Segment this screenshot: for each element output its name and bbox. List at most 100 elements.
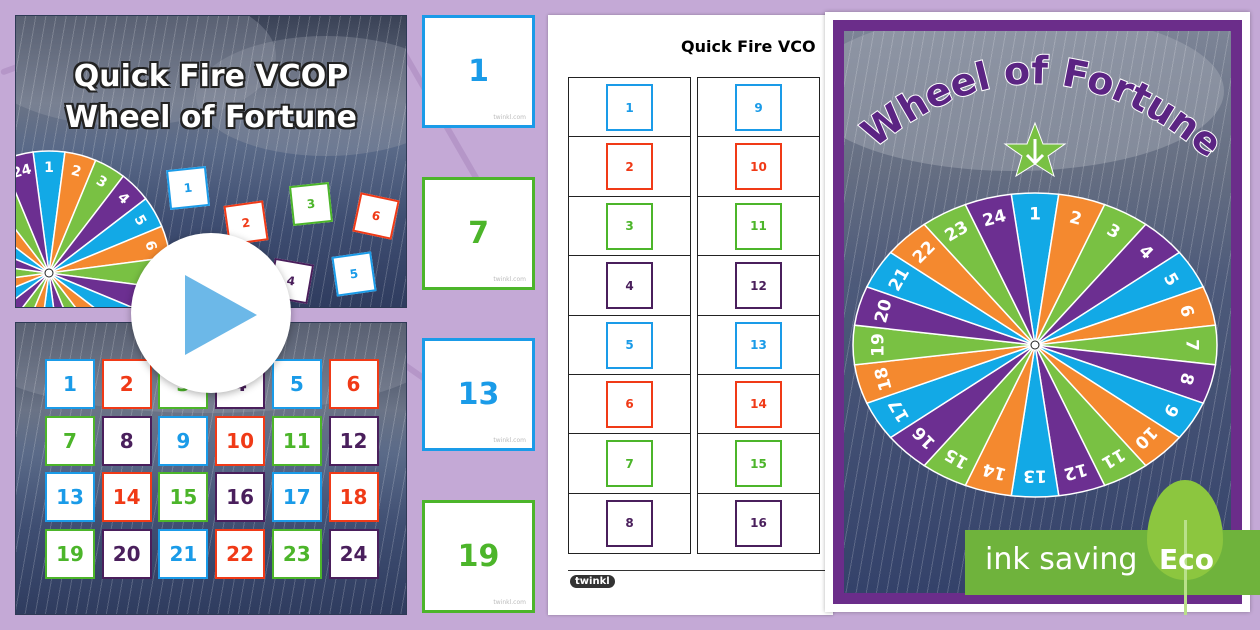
number-card[interactable]: 2 <box>101 359 152 409</box>
wheel-number: 1 <box>1029 204 1041 224</box>
wheel-segment <box>43 272 55 307</box>
worksheet-cell: 3 <box>569 197 690 257</box>
wheel-segment <box>48 272 134 307</box>
number-card[interactable]: 8 <box>606 499 653 547</box>
number-card[interactable]: 22 <box>215 529 266 580</box>
worksheet-cell: 12 <box>698 256 819 316</box>
number-card[interactable]: 8 <box>101 415 152 466</box>
number-card[interactable]: 5 <box>331 251 377 297</box>
number-card[interactable]: 7 <box>606 440 653 488</box>
worksheet-cell: 13 <box>698 316 819 375</box>
card-number: 19 <box>457 539 500 574</box>
number-card[interactable]: 3 <box>606 202 653 250</box>
number-card[interactable]: 24 <box>328 529 379 580</box>
number-card[interactable]: 20 <box>101 529 152 580</box>
wheel-segment <box>964 193 1036 346</box>
wheel-number: 6 <box>1175 303 1197 320</box>
worksheet-cell: 10 <box>698 137 819 197</box>
watermark: twinkl.com <box>493 437 526 444</box>
number-card[interactable]: 9 <box>158 415 209 466</box>
worksheet-cell: 9 <box>698 78 819 138</box>
number-card[interactable]: 1 <box>606 84 653 131</box>
number-card[interactable]: 15 <box>735 440 782 488</box>
number-card[interactable]: 9 <box>735 84 782 131</box>
wheel-number: 7 <box>1182 339 1202 351</box>
number-card[interactable]: 15 <box>158 472 209 523</box>
worksheet-cell: 4 <box>569 256 690 316</box>
number-card[interactable]: 10 <box>735 143 782 191</box>
wheel-segment <box>16 151 50 274</box>
worksheet-cell: 11 <box>698 197 819 257</box>
wheel-hub <box>1030 340 1040 350</box>
watermark: twinkl.com <box>493 114 526 121</box>
pointer-arrow <box>1025 139 1045 166</box>
number-card[interactable]: 6 <box>352 192 400 240</box>
number-card[interactable]: 16 <box>735 499 782 547</box>
number-card[interactable]: 14 <box>735 380 782 428</box>
number-card[interactable]: 5 <box>271 359 322 409</box>
wheel-number: 6 <box>141 239 159 253</box>
number-card[interactable]: 11 <box>735 202 782 250</box>
number-card[interactable]: 21 <box>158 529 209 580</box>
wheel-segment <box>16 267 50 279</box>
number-card[interactable]: 23 <box>271 529 322 580</box>
wheel-number: 2 <box>69 163 83 181</box>
large-number-card[interactable]: 7 twinkl.com <box>422 177 535 290</box>
number-card[interactable]: 3 <box>289 182 333 226</box>
eco-badge: ink saving <box>965 530 1260 595</box>
worksheet-cell: 1 <box>569 78 690 138</box>
ink-saving-text: ink saving <box>985 542 1138 577</box>
card-number: 13 <box>457 377 500 412</box>
number-card[interactable]: 6 <box>328 359 379 409</box>
leaf-stem <box>1184 520 1187 615</box>
number-card[interactable]: 18 <box>328 472 379 523</box>
worksheet-cell: 5 <box>569 316 690 375</box>
worksheet-cell: 7 <box>569 434 690 494</box>
title-line-1: Quick Fire VCOP <box>73 59 349 94</box>
number-card[interactable]: 14 <box>101 472 152 523</box>
number-card[interactable]: 11 <box>271 415 322 466</box>
play-icon <box>185 275 257 355</box>
number-card[interactable]: 2 <box>606 143 653 191</box>
number-card[interactable]: 7 <box>45 415 95 466</box>
number-card[interactable]: 1 <box>45 359 95 409</box>
watermark: twinkl.com <box>493 276 526 283</box>
number-card[interactable]: 12 <box>735 262 782 310</box>
wheel-number: 2 <box>1067 208 1084 230</box>
large-number-card[interactable]: 13 twinkl.com <box>422 338 535 451</box>
wheel-segment <box>34 272 50 307</box>
wheel-number: 24 <box>16 161 34 182</box>
number-card[interactable]: 6 <box>606 380 653 428</box>
number-card[interactable]: 17 <box>271 472 322 523</box>
number-card[interactable]: 10 <box>215 415 266 466</box>
number-card[interactable]: 13 <box>735 321 782 369</box>
number-card[interactable]: 16 <box>215 472 266 523</box>
worksheet-title: Quick Fire VCO <box>681 37 816 56</box>
large-number-card[interactable]: 1 twinkl.com <box>422 15 535 128</box>
watermark: twinkl.com <box>493 599 526 606</box>
wheel-number: 1 <box>44 160 54 176</box>
worksheet-cell: 16 <box>698 494 819 553</box>
footer-divider <box>568 570 833 571</box>
number-card[interactable]: 1 <box>166 166 210 210</box>
number-card[interactable]: 4 <box>606 262 653 310</box>
worksheet-cell: 15 <box>698 434 819 494</box>
number-card[interactable]: 12 <box>328 415 379 466</box>
wheel-hub <box>44 268 54 278</box>
number-card[interactable]: 13 <box>45 472 95 523</box>
wheel-segment <box>16 272 50 307</box>
number-card[interactable]: 5 <box>606 321 653 369</box>
worksheet-cell: 2 <box>569 137 690 197</box>
eco-label: Eco <box>1159 543 1214 576</box>
worksheet-cell: 8 <box>569 494 690 553</box>
twinkl-logo: twinkl <box>570 575 615 588</box>
large-number-card[interactable]: 19 twinkl.com <box>422 500 535 613</box>
wheel-number: 19 <box>868 333 888 357</box>
play-button[interactable] <box>131 233 291 393</box>
worksheet-cell: 14 <box>698 375 819 435</box>
number-card[interactable]: 19 <box>45 529 95 580</box>
wheel-segment <box>16 272 50 300</box>
wheel-number: 8 <box>1175 371 1197 388</box>
